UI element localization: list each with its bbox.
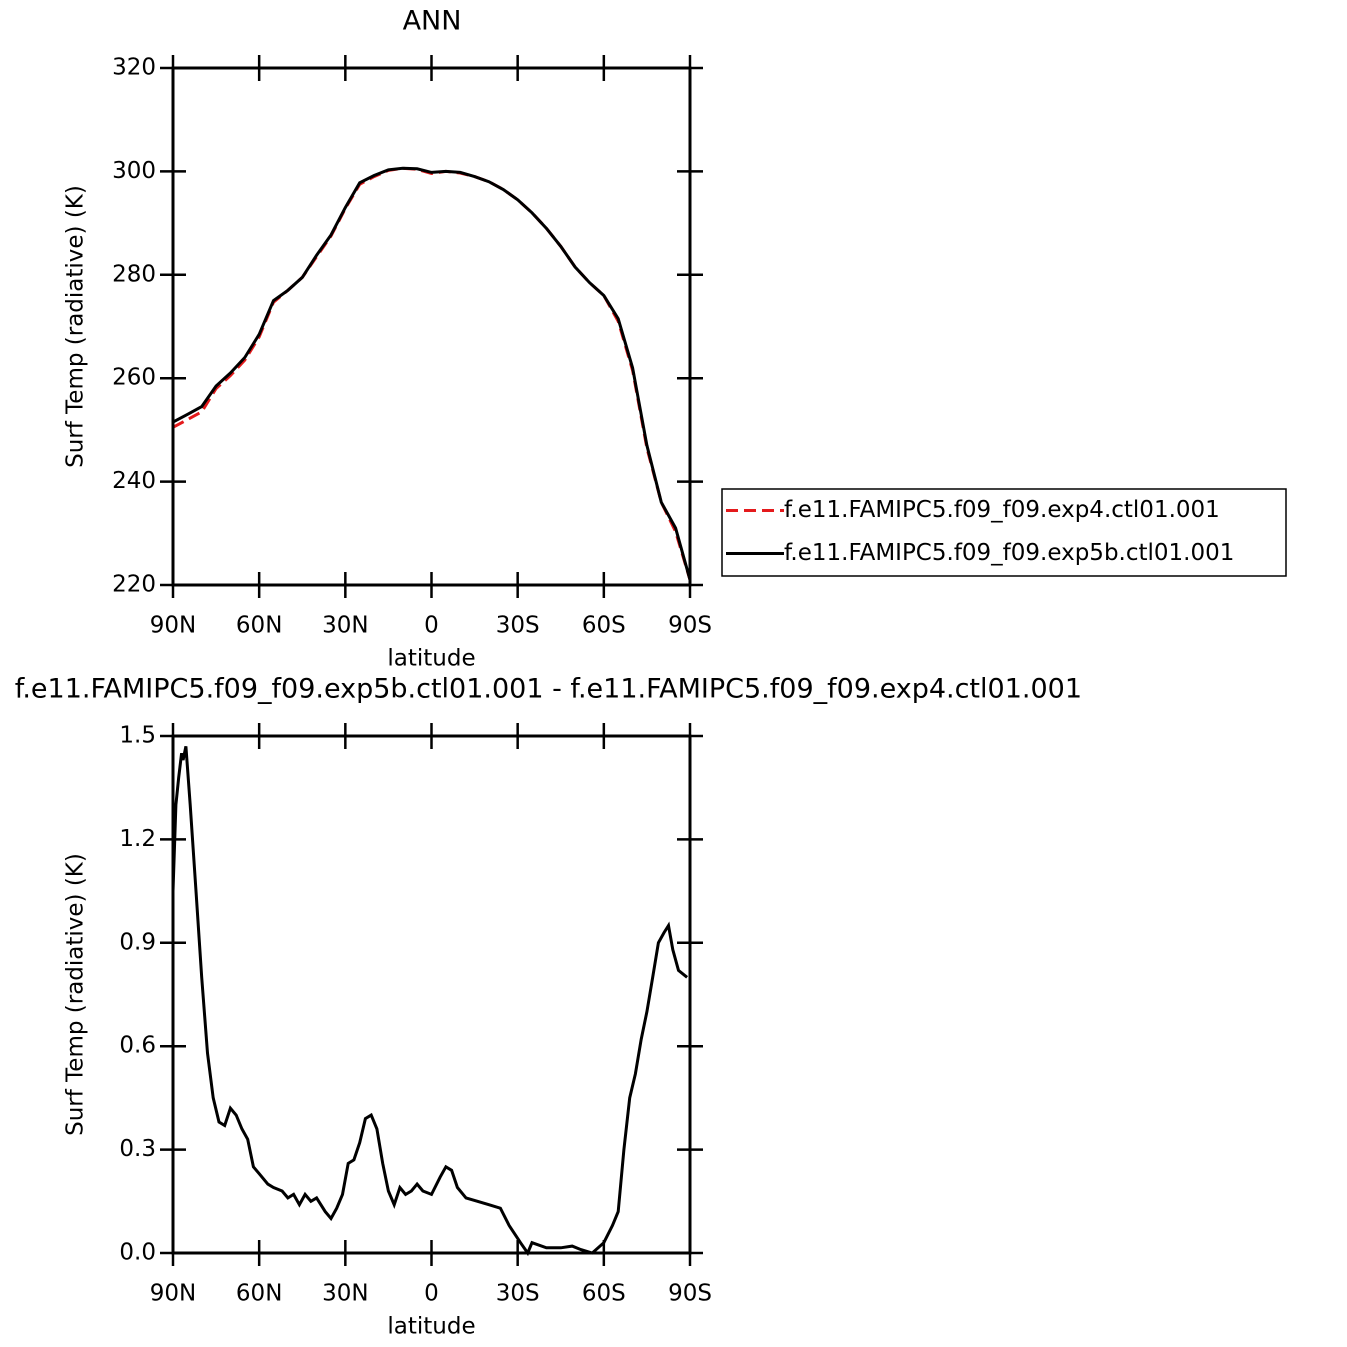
x-tick-label: 60N: [236, 1281, 282, 1307]
x-tick-label: 90N: [150, 1281, 196, 1307]
y-tick-label: 260: [112, 365, 156, 391]
x-axis-label: latitude: [387, 1314, 475, 1340]
x-tick-label: 90N: [150, 613, 196, 639]
plot-frame: [171, 734, 692, 1255]
y-tick-label: 280: [112, 261, 156, 287]
plot-frame: [171, 66, 692, 587]
x-axis-label: latitude: [387, 646, 475, 672]
chart-title: ANN: [403, 6, 462, 37]
x-tick-label: 60S: [582, 613, 626, 639]
y-tick-label: 1.5: [119, 723, 156, 749]
y-tick-label: 240: [112, 468, 156, 494]
y-tick-label: 0.3: [119, 1136, 156, 1162]
legend: f.e11.FAMIPC5.f09_f09.exp4.ctl01.001 f.e1…: [721, 488, 1287, 577]
y-tick-label: 0.6: [119, 1033, 156, 1059]
y-tick-label: 300: [112, 158, 156, 184]
y-axis-label: Surf Temp (radiative) (K): [63, 185, 89, 468]
x-tick-label: 30N: [322, 1281, 368, 1307]
chart-title: f.e11.FAMIPC5.f09_f09.exp5b.ctl01.001 - …: [15, 674, 1082, 705]
legend-label: f.e11.FAMIPC5.f09_f09.exp5b.ctl01.001: [784, 540, 1234, 566]
legend-box: [721, 488, 1287, 577]
data-line: [171, 746, 689, 1257]
x-tick-label: 90S: [668, 1281, 712, 1307]
y-tick-label: 320: [112, 55, 156, 81]
x-tick-label: 60S: [582, 1281, 626, 1307]
data-line: [172, 166, 692, 581]
x-tick-label: 0: [424, 1281, 439, 1307]
legend-label: f.e11.FAMIPC5.f09_f09.exp4.ctl01.001: [784, 497, 1220, 523]
x-tick-label: 30N: [322, 613, 368, 639]
x-tick-label: 90S: [668, 613, 712, 639]
y-tick-label: 1.2: [119, 826, 156, 852]
x-tick-label: 60N: [236, 613, 282, 639]
x-tick-label: 30S: [496, 1281, 540, 1307]
y-tick-label: 0.0: [119, 1240, 156, 1266]
y-axis-label: Surf Temp (radiative) (K): [63, 853, 89, 1136]
y-tick-label: 220: [112, 572, 156, 598]
data-line: [172, 166, 692, 581]
x-tick-label: 0: [424, 613, 439, 639]
x-tick-label: 30S: [496, 613, 540, 639]
y-tick-label: 0.9: [119, 929, 156, 955]
